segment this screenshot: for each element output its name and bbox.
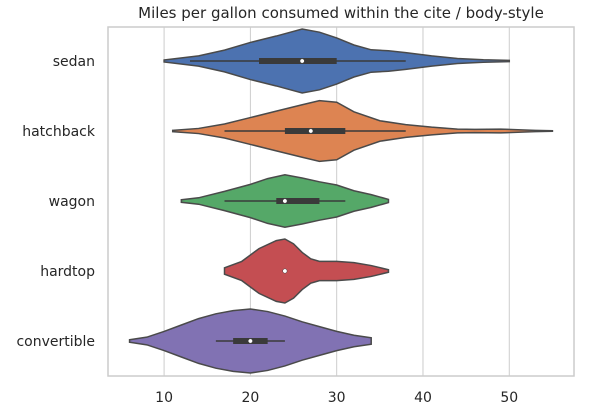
violin-hardtop (223, 238, 390, 304)
median-dot-wagon (282, 198, 288, 204)
y-tick-label-wagon: wagon (49, 194, 95, 210)
x-tick-label-50: 50 (500, 390, 518, 406)
iqr-box-wagon (276, 198, 320, 204)
y-tick-label-convertible: convertible (16, 334, 95, 350)
x-tick-label-10: 10 (155, 390, 173, 406)
x-tick-label-30: 30 (328, 390, 346, 406)
iqr-box-sedan (259, 58, 337, 64)
y-tick-label-hatchback: hatchback (22, 124, 96, 140)
x-tick-labels: 10 20 30 40 50 (155, 390, 518, 406)
chart-title: Miles per gallon consumed within the cit… (138, 4, 544, 22)
y-tick-label-sedan: sedan (53, 54, 95, 70)
violins (128, 28, 554, 374)
iqr-box-hatchback (284, 128, 346, 134)
x-tick-label-40: 40 (414, 390, 432, 406)
median-dot-sedan (299, 58, 305, 64)
median-dot-hatchback (308, 128, 314, 134)
plot-frame (107, 26, 575, 377)
median-dot-hardtop (282, 268, 288, 274)
x-tick-label-20: 20 (241, 390, 259, 406)
y-tick-labels: sedan hatchback wagon hardtop convertible (16, 54, 95, 350)
y-tick-label-hardtop: hardtop (40, 264, 95, 280)
median-dot-convertible (247, 338, 253, 344)
